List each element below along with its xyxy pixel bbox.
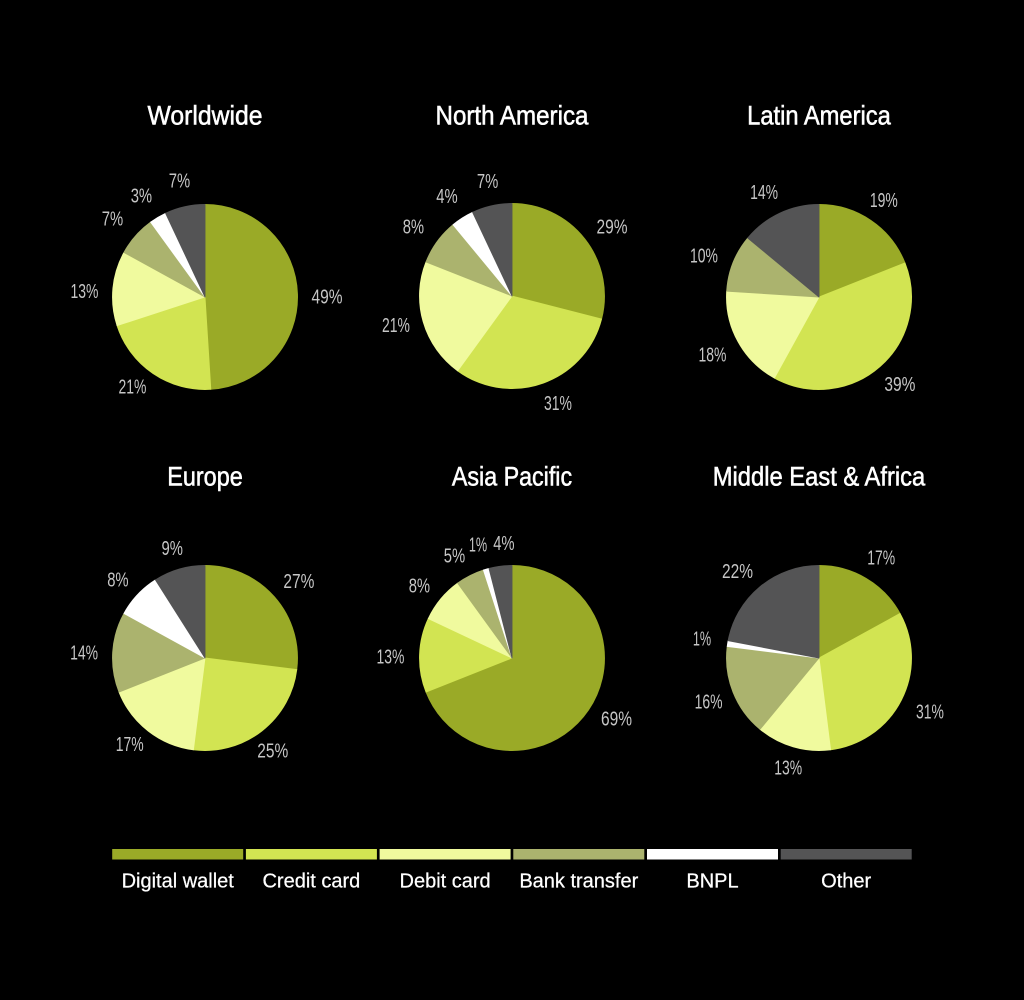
svg-text:10%: 10% bbox=[690, 245, 718, 268]
svg-text:13%: 13% bbox=[774, 757, 802, 780]
svg-text:3%: 3% bbox=[131, 184, 152, 207]
svg-text:1%: 1% bbox=[469, 534, 487, 557]
svg-text:16%: 16% bbox=[695, 690, 723, 713]
svg-text:Middle East & Africa: Middle East & Africa bbox=[713, 462, 926, 492]
svg-text:17%: 17% bbox=[867, 547, 895, 570]
svg-text:Debit card: Debit card bbox=[400, 871, 491, 893]
svg-text:8%: 8% bbox=[409, 575, 430, 598]
svg-text:27%: 27% bbox=[283, 570, 314, 593]
svg-text:19%: 19% bbox=[870, 189, 898, 212]
svg-text:13%: 13% bbox=[377, 646, 405, 669]
svg-text:BNPL: BNPL bbox=[686, 871, 738, 893]
svg-text:21%: 21% bbox=[118, 376, 146, 399]
svg-text:4%: 4% bbox=[493, 532, 514, 555]
svg-text:7%: 7% bbox=[477, 170, 498, 193]
svg-text:1%: 1% bbox=[693, 628, 711, 651]
svg-text:Latin America: Latin America bbox=[747, 101, 892, 131]
svg-text:North America: North America bbox=[436, 101, 590, 131]
svg-text:25%: 25% bbox=[257, 739, 288, 762]
svg-text:8%: 8% bbox=[107, 568, 128, 591]
svg-text:Europe: Europe bbox=[167, 462, 243, 492]
svg-text:Bank transfer: Bank transfer bbox=[519, 871, 638, 893]
svg-text:18%: 18% bbox=[699, 343, 727, 366]
svg-text:Worldwide: Worldwide bbox=[148, 101, 263, 131]
svg-text:31%: 31% bbox=[916, 700, 944, 723]
svg-text:9%: 9% bbox=[162, 537, 183, 560]
svg-text:Credit card: Credit card bbox=[262, 871, 360, 893]
svg-text:Other: Other bbox=[821, 871, 871, 893]
svg-text:29%: 29% bbox=[597, 216, 628, 239]
svg-text:22%: 22% bbox=[722, 560, 753, 583]
svg-text:4%: 4% bbox=[436, 185, 457, 208]
svg-text:31%: 31% bbox=[544, 392, 572, 415]
svg-text:49%: 49% bbox=[312, 285, 343, 308]
svg-text:7%: 7% bbox=[102, 208, 123, 231]
svg-text:14%: 14% bbox=[70, 642, 98, 665]
svg-text:39%: 39% bbox=[884, 373, 915, 396]
svg-text:Asia Pacific: Asia Pacific bbox=[452, 462, 572, 492]
svg-text:69%: 69% bbox=[601, 708, 632, 731]
svg-text:7%: 7% bbox=[169, 169, 190, 192]
svg-text:Digital wallet: Digital wallet bbox=[122, 871, 235, 893]
svg-text:17%: 17% bbox=[116, 733, 144, 756]
svg-text:8%: 8% bbox=[403, 216, 424, 239]
svg-text:5%: 5% bbox=[444, 544, 465, 567]
svg-text:14%: 14% bbox=[750, 181, 778, 204]
svg-text:13%: 13% bbox=[70, 280, 98, 303]
svg-text:21%: 21% bbox=[382, 314, 410, 337]
